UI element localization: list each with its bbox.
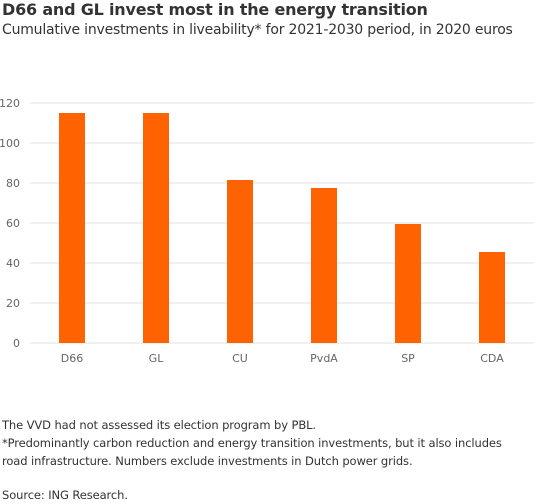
bar-d66 xyxy=(59,113,85,343)
x-tick-label-cda: CDA xyxy=(480,352,504,365)
chart-subtitle: Cumulative investments in liveability* f… xyxy=(2,22,513,38)
x-tick-label-cu: CU xyxy=(232,352,248,365)
footnote-line-1: *Predominantly carbon reduction and ener… xyxy=(2,436,502,450)
y-tick-label: 0 xyxy=(13,337,20,350)
gridlines xyxy=(30,102,534,344)
source-note: Source: ING Research. xyxy=(2,488,128,502)
x-axis-ticks: D66 GL CU PvdA SP CDA xyxy=(61,352,504,365)
bar-cu xyxy=(227,180,253,343)
y-tick-label: 100 xyxy=(0,137,20,150)
y-tick-label: 80 xyxy=(6,177,20,190)
bar-gl xyxy=(143,113,169,343)
y-tick-label: 120 xyxy=(0,97,20,110)
y-tick-label: 60 xyxy=(6,217,20,230)
chart-title: D66 and GL invest most in the energy tra… xyxy=(2,0,428,19)
bar-cda xyxy=(479,252,505,343)
x-tick-label-d66: D66 xyxy=(61,352,83,365)
y-axis-ticks: 0 20 40 60 80 100 120 xyxy=(0,97,20,350)
y-tick-label: 20 xyxy=(6,297,20,310)
bar-sp xyxy=(395,224,421,343)
bars xyxy=(59,113,505,343)
x-tick-label-sp: SP xyxy=(401,352,415,365)
note-vvd: The VVD had not assessed its election pr… xyxy=(2,418,316,432)
y-tick-label: 40 xyxy=(6,257,20,270)
x-tick-label-gl: GL xyxy=(149,352,165,365)
bar-pvda xyxy=(311,188,337,343)
x-tick-label-pvda: PvdA xyxy=(310,352,338,365)
footnote-line-2: road infrastructure. Numbers exclude inv… xyxy=(2,454,413,468)
